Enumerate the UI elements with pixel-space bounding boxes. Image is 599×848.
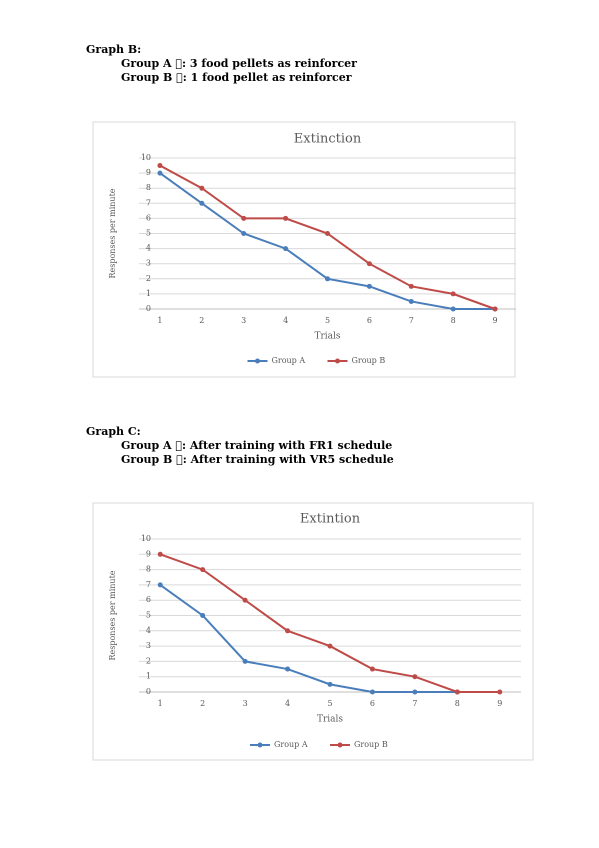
data-point xyxy=(241,215,247,221)
data-point xyxy=(412,689,418,695)
series-line xyxy=(159,584,458,693)
chart-title: Extintion xyxy=(300,512,361,527)
y-axis-label: Responses per minute xyxy=(108,570,117,660)
y-tick-label: 8 xyxy=(146,183,151,192)
legend-marker xyxy=(255,358,260,364)
x-tick-label: 6 xyxy=(367,316,372,325)
x-tick-label: 7 xyxy=(409,316,414,325)
x-tick-label: 8 xyxy=(455,699,460,708)
data-point xyxy=(327,681,333,687)
data-point xyxy=(366,283,372,289)
x-tick-label: 9 xyxy=(497,699,502,708)
y-tick-label: 0 xyxy=(146,304,151,313)
data-point xyxy=(242,597,248,603)
data-point xyxy=(454,689,460,695)
data-point xyxy=(366,261,372,267)
section-heading: Graph C: xyxy=(86,425,141,438)
x-tick-label: 3 xyxy=(243,699,248,708)
data-point xyxy=(325,231,330,236)
data-point xyxy=(497,689,503,695)
x-tick-label: 4 xyxy=(285,699,290,708)
data-point xyxy=(157,582,163,588)
y-tick-label: 9 xyxy=(146,549,151,558)
chart-frame xyxy=(92,121,516,378)
x-tick-label: 7 xyxy=(412,699,417,708)
data-point xyxy=(242,658,248,664)
y-tick-label: 6 xyxy=(146,213,151,222)
y-tick-label: 8 xyxy=(146,565,151,574)
data-point xyxy=(408,298,414,304)
x-tick-label: 5 xyxy=(327,699,332,708)
legend-marker xyxy=(337,742,343,748)
data-point xyxy=(199,185,205,191)
data-point xyxy=(157,170,163,176)
chart-title: Extinction xyxy=(294,132,362,147)
chart-frame xyxy=(92,502,534,761)
x-tick-label: 2 xyxy=(199,316,204,325)
data-point xyxy=(369,666,375,672)
y-tick-label: 2 xyxy=(146,656,151,665)
section-line: Group B : After training with VR5 sched… xyxy=(121,453,394,466)
data-point xyxy=(283,215,289,221)
x-axis-label: Trials xyxy=(314,332,340,342)
y-tick-label: 10 xyxy=(141,153,151,162)
data-point xyxy=(200,567,206,573)
x-axis-label: Trials xyxy=(317,715,343,725)
data-point xyxy=(450,306,456,312)
x-tick-label: 5 xyxy=(325,316,330,325)
x-tick-label: 2 xyxy=(200,699,205,708)
x-tick-label: 4 xyxy=(283,316,288,325)
x-tick-label: 3 xyxy=(241,316,246,325)
x-tick-label: 6 xyxy=(370,699,375,708)
y-tick-label: 10 xyxy=(141,534,151,543)
data-point xyxy=(369,689,375,695)
y-tick-label: 2 xyxy=(146,274,151,283)
section-heading: Graph B: xyxy=(86,43,141,56)
legend-label: Group B xyxy=(352,356,386,365)
y-tick-label: 1 xyxy=(146,672,151,681)
data-point xyxy=(285,666,291,672)
data-point xyxy=(199,200,205,206)
y-tick-label: 9 xyxy=(146,168,151,177)
data-point xyxy=(492,306,498,312)
y-tick-label: 4 xyxy=(146,626,151,635)
data-point xyxy=(200,613,206,618)
y-tick-label: 3 xyxy=(146,259,151,268)
y-axis-label: Responses per minute xyxy=(108,188,117,278)
x-tick-label: 1 xyxy=(157,316,162,325)
x-tick-label: 9 xyxy=(493,316,498,325)
legend-marker xyxy=(335,358,340,364)
section-line: Group A : 3 food pellets as reinforcer xyxy=(121,57,357,70)
data-point xyxy=(283,246,289,252)
legend-label: Group A xyxy=(274,740,308,749)
data-point xyxy=(327,643,333,649)
data-point xyxy=(285,628,291,634)
data-point xyxy=(408,283,414,289)
y-tick-label: 7 xyxy=(146,198,151,207)
legend-label: Group A xyxy=(272,356,306,365)
section-line: Group B : 1 food pellet as reinforcer xyxy=(121,71,352,84)
y-tick-label: 3 xyxy=(146,641,151,650)
y-tick-label: 5 xyxy=(146,229,151,238)
data-point xyxy=(450,291,456,297)
y-tick-label: 0 xyxy=(146,687,151,696)
y-tick-label: 5 xyxy=(146,611,151,620)
x-tick-label: 1 xyxy=(158,699,163,708)
section-line: Group A : After training with FR1 sched… xyxy=(121,439,392,452)
legend-marker xyxy=(257,742,263,748)
y-tick-label: 1 xyxy=(146,289,151,298)
y-tick-label: 4 xyxy=(146,244,151,253)
y-tick-label: 6 xyxy=(146,595,151,604)
data-point xyxy=(157,163,163,169)
y-tick-label: 7 xyxy=(146,580,151,589)
data-point xyxy=(241,231,247,236)
data-point xyxy=(412,674,418,680)
data-point xyxy=(325,276,330,282)
data-point xyxy=(157,551,163,557)
legend-label: Group B xyxy=(354,740,388,749)
x-tick-label: 8 xyxy=(451,316,456,325)
